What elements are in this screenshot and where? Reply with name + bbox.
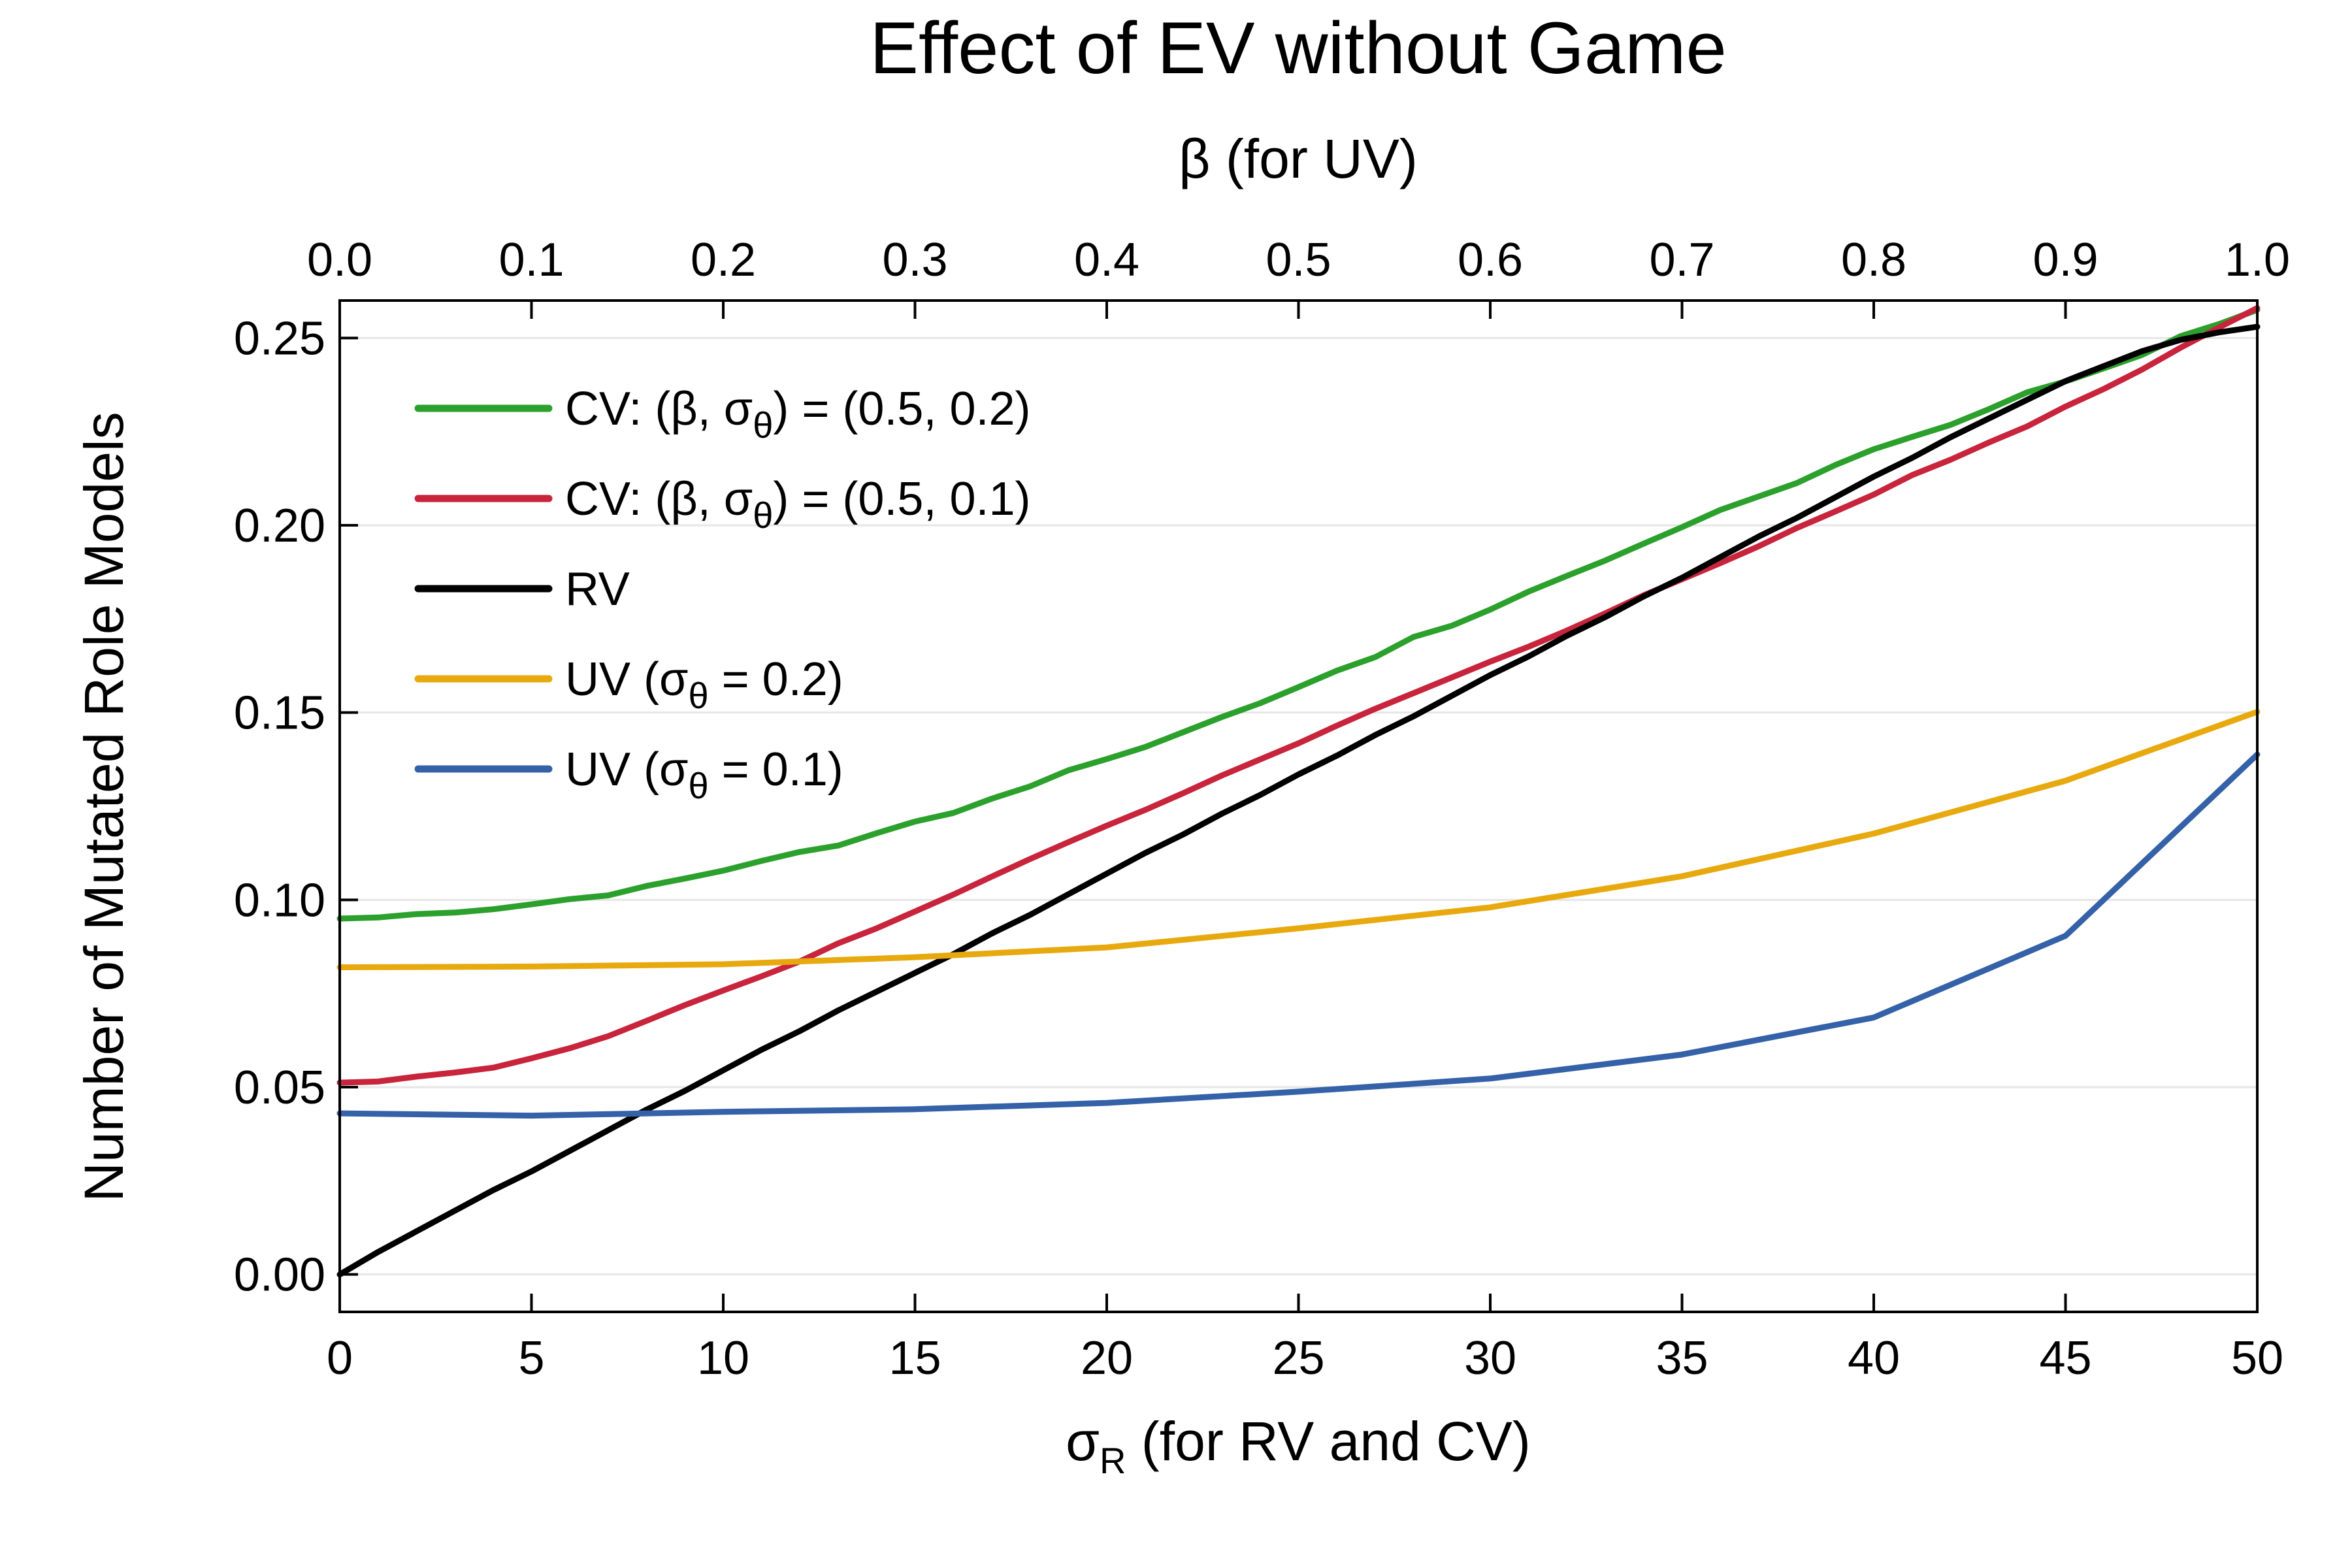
x-axis-label-rest: (for RV and CV) [1126, 1411, 1530, 1472]
x-tick-label: 45 [2039, 1332, 2091, 1384]
legend-label-text: ) = (0.5, 0.1) [773, 473, 1030, 525]
top-x-tick-label: 0.1 [498, 234, 564, 286]
top-x-tick-label: 0.0 [307, 234, 372, 286]
series-lines [336, 305, 2261, 1278]
legend-label-subscript: θ [753, 404, 773, 446]
top-x-tick-label: 0.9 [2033, 234, 2098, 286]
x-tick-label: 30 [1464, 1332, 1516, 1384]
top-x-tick-label: 0.2 [691, 234, 756, 286]
y-tick-label: 0.20 [234, 500, 325, 552]
x-tick-label: 50 [2231, 1332, 2283, 1384]
x-tick-label: 10 [697, 1332, 749, 1384]
top-x-tick-label: 0.7 [1649, 234, 1714, 286]
legend-label-subscript: θ [753, 495, 773, 536]
grid [340, 336, 2257, 1276]
x-tick-label: 5 [518, 1332, 544, 1384]
series-line-4 [336, 751, 2261, 1119]
series-line-0 [336, 306, 2261, 922]
x-axis-label: σR (for RV and CV) [1066, 1411, 1531, 1481]
y-tick-label: 0.00 [234, 1249, 325, 1301]
x-axis-label-main: σ [1066, 1411, 1100, 1472]
legend-label-2: RV [565, 563, 630, 615]
x-tick-label: 15 [889, 1332, 941, 1384]
y-axis-label: Number of Mutated Role Models [73, 412, 135, 1201]
top-x-tick-label: 0.8 [1841, 234, 1906, 286]
x-tick-label: 20 [1081, 1332, 1133, 1384]
legend-label-subscript: θ [688, 675, 708, 716]
legend-label-3: UV (σθ = 0.2) [565, 653, 843, 716]
legend-label-text: ) = (0.5, 0.2) [773, 383, 1030, 435]
legend-label-text: CV: (β, σ [565, 383, 753, 435]
x-tick-label: 25 [1272, 1332, 1324, 1384]
y-tick-label: 0.05 [234, 1062, 325, 1114]
legend-label-text: UV (σ [565, 743, 688, 796]
legend: CV: (β, σθ) = (0.5, 0.2)CV: (β, σθ) = (0… [414, 383, 1031, 806]
legend-label-0: CV: (β, σθ) = (0.5, 0.2) [565, 383, 1031, 446]
legend-label-4: UV (σθ = 0.1) [565, 743, 843, 806]
legend-label-text: CV: (β, σ [565, 473, 753, 525]
top-axis-label: β (for UV) [1179, 128, 1418, 189]
legend-label-text: RV [565, 563, 630, 615]
series-line-1 [336, 305, 2261, 1086]
y-tick-label: 0.10 [234, 874, 325, 926]
top-x-tick-label: 0.3 [882, 234, 947, 286]
x-tick-label: 40 [1848, 1332, 1900, 1384]
x-tick-label: 35 [1656, 1332, 1708, 1384]
y-tick-label: 0.25 [234, 312, 325, 365]
top-x-tick-label: 0.6 [1458, 234, 1523, 286]
chart-title: Effect of EV without Game [870, 7, 1726, 89]
legend-label-text: = 0.1) [709, 743, 843, 796]
x-axis-label-sub: R [1100, 1440, 1126, 1481]
y-tick-label: 0.15 [234, 687, 325, 740]
ticks: 0.000.050.100.150.200.250 5 10 15 20 25 30 35 40… [234, 234, 2290, 1384]
x-tick-label: 0 [327, 1332, 353, 1384]
series-line-2 [336, 323, 2261, 1278]
legend-label-text: = 0.2) [709, 653, 843, 706]
series-line-3 [336, 709, 2261, 970]
top-x-tick-label: 0.5 [1266, 234, 1331, 286]
legend-label-1: CV: (β, σθ) = (0.5, 0.1) [565, 473, 1031, 536]
legend-label-subscript: θ [688, 765, 708, 806]
legend-label-text: UV (σ [565, 653, 688, 706]
top-x-tick-label: 0.4 [1074, 234, 1139, 286]
top-x-tick-label: 1.0 [2225, 234, 2290, 286]
